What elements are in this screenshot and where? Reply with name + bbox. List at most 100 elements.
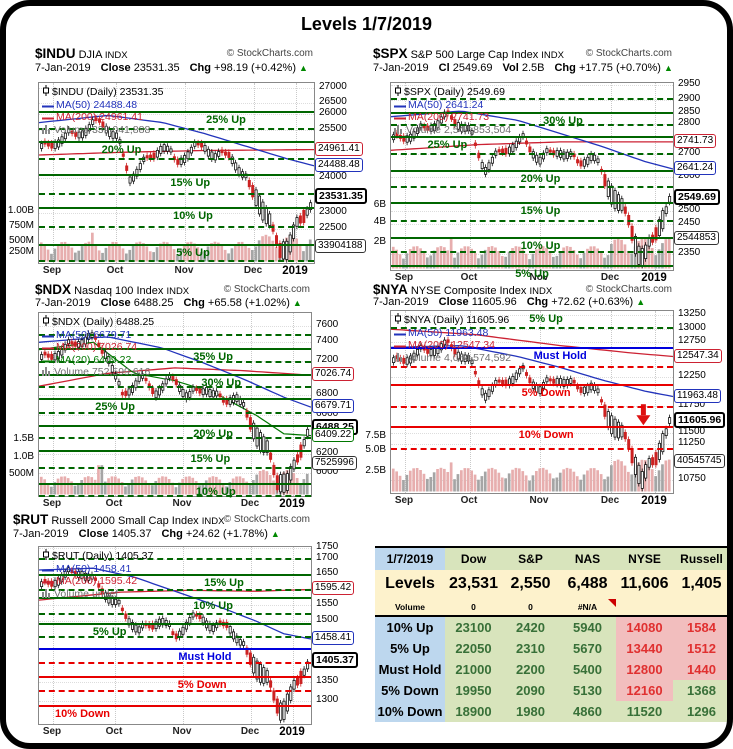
stat-value: 6488.25 bbox=[133, 297, 174, 309]
horizontal-gridline bbox=[391, 315, 673, 316]
x-axis-month: Dec bbox=[243, 265, 263, 276]
y-axis-tick: 1500 bbox=[316, 614, 339, 625]
y-axis-tick: 1650 bbox=[316, 567, 339, 578]
y-axis-tick: 1300 bbox=[316, 694, 339, 705]
volume-axis-tick: 500M bbox=[8, 468, 34, 479]
level-label: 30% Up bbox=[201, 377, 242, 389]
level-value: 2310 bbox=[502, 638, 559, 659]
legend-entry: Volume undef bbox=[42, 588, 153, 601]
level-label: 20% Up bbox=[520, 173, 561, 185]
stat-label: Close bbox=[78, 528, 109, 540]
vertical-gridline bbox=[185, 83, 186, 263]
price-callout: 1458.41 bbox=[312, 631, 355, 645]
x-axis-month: Dec bbox=[600, 272, 620, 283]
level-line bbox=[391, 406, 673, 408]
stockcharts-credit: © StockCharts.com bbox=[223, 284, 310, 295]
level-line bbox=[39, 348, 311, 350]
chart-indu: $INDU DJIA INDX © StockCharts.com 7-Jan-20… bbox=[5, 46, 367, 284]
y-axis-tick: 11750 bbox=[678, 399, 706, 410]
x-axis-month: Sep bbox=[42, 726, 62, 737]
level-line bbox=[39, 483, 311, 485]
horizontal-gridline bbox=[391, 224, 673, 225]
level-line bbox=[39, 226, 314, 228]
level-line bbox=[39, 558, 311, 560]
vertical-gridline bbox=[251, 547, 252, 724]
x-axis-month: Nov bbox=[172, 726, 192, 737]
y-axis-tick: 24000 bbox=[319, 171, 347, 182]
price-callout: 12547.34 bbox=[674, 349, 722, 363]
chart-name: Nasdaq 100 Index bbox=[74, 285, 164, 297]
stat-value: 2.5B bbox=[521, 62, 545, 74]
price-callout: 6679.71 bbox=[312, 399, 355, 413]
plot-area: 15% Up 10% Up 5% Up Must Hold 5% Down 10% Dow… bbox=[38, 546, 312, 725]
legend-entry: $NDX (Daily) 6488.25 bbox=[42, 315, 154, 329]
volume-value: 0 bbox=[445, 598, 502, 617]
table-header-row: 1/7/2019 Dow S&P NAS NYSE Russell bbox=[375, 546, 730, 570]
chart-quote-line: 7-Jan-2019 Close 23531.35 Chg +98.19 (+0.4… bbox=[35, 62, 308, 74]
chart-nya: $NYA NYSE Composite Index INDX © StockCha… bbox=[365, 282, 733, 512]
level-value: 19950 bbox=[445, 680, 502, 701]
level-label: 5% Up bbox=[529, 313, 563, 325]
level-value: 2420 bbox=[502, 616, 559, 638]
levels-value: 6,488 bbox=[559, 570, 616, 598]
excel-note-flag-icon bbox=[608, 599, 616, 607]
volume-axis-tick: 750M bbox=[8, 220, 34, 231]
vertical-gridline bbox=[296, 83, 297, 263]
horizontal-gridline bbox=[391, 444, 673, 445]
level-label: Must Hold bbox=[178, 651, 232, 663]
vertical-gridline bbox=[540, 83, 541, 270]
candlestick-icon bbox=[395, 313, 401, 324]
chart-name: NYSE Composite Index bbox=[410, 285, 527, 297]
level-line bbox=[39, 244, 314, 246]
volume-icon bbox=[42, 367, 50, 376]
level-label: 15% Up bbox=[204, 577, 244, 589]
price-callout: 40545745 bbox=[674, 454, 725, 468]
level-line bbox=[391, 366, 673, 368]
chart-header: $INDU DJIA INDX © StockCharts.com bbox=[35, 46, 313, 61]
stat-label: Chg bbox=[526, 296, 549, 308]
chart-header: $NYA NYSE Composite Index INDX © StockCha… bbox=[373, 282, 672, 297]
legend-entry: MA(20) 6409.22 bbox=[42, 354, 154, 367]
horizontal-gridline bbox=[391, 433, 673, 434]
level-line bbox=[39, 437, 311, 439]
ma-line-icon bbox=[42, 569, 54, 571]
x-axis-month: Sep bbox=[394, 272, 414, 283]
volume-value bbox=[616, 598, 673, 617]
candlestick-icon bbox=[43, 315, 49, 326]
chart-quote-line: 7-Jan-2019 Close 1405.37 Chg +24.62 (+1.78… bbox=[13, 528, 280, 540]
row-label: 5% Up bbox=[375, 638, 445, 659]
level-line bbox=[39, 425, 311, 427]
plot-area: 30% Up 25% Up 20% Up 15% Up 10% Up 5% Up $SPX … bbox=[390, 82, 674, 280]
vertical-gridline bbox=[611, 83, 612, 270]
level-line bbox=[39, 648, 311, 650]
y-axis-tick: 1350 bbox=[316, 675, 339, 686]
price-volume-canvas bbox=[39, 329, 311, 496]
chart-header: $NDX Nasdaq 100 Index INDX © StockCharts.… bbox=[35, 282, 310, 297]
vertical-gridline bbox=[293, 313, 294, 496]
chart-symbol: $NDX bbox=[35, 282, 72, 297]
level-label: 5% Up bbox=[92, 626, 127, 638]
y-axis-tick: 27000 bbox=[319, 81, 347, 92]
y-axis-tick: 2900 bbox=[678, 93, 701, 104]
price-callout: 11605.96 bbox=[674, 412, 726, 428]
level-line bbox=[39, 467, 311, 469]
volume-value bbox=[673, 598, 730, 617]
x-axis-month: Sep bbox=[42, 498, 62, 509]
x-axis-month: Oct bbox=[106, 265, 124, 276]
ma-line-icon bbox=[42, 347, 54, 350]
level-value: 21000 bbox=[445, 659, 502, 680]
stat-label: Chg bbox=[183, 297, 205, 309]
stat-label: Close bbox=[438, 296, 469, 308]
level-line bbox=[39, 174, 314, 176]
price-callout: 1595.42 bbox=[312, 581, 355, 595]
vertical-gridline bbox=[655, 83, 656, 270]
stat-label: Cl bbox=[438, 62, 450, 74]
legend-entry: Volume 4,054,574,592 bbox=[394, 352, 511, 365]
level-value: 1368 bbox=[673, 680, 730, 701]
chart-date: 7-Jan-2019 bbox=[373, 296, 429, 308]
red-down-arrow-annotation bbox=[636, 404, 651, 426]
level-line bbox=[39, 636, 311, 638]
level-line bbox=[39, 705, 311, 707]
vertical-gridline bbox=[254, 83, 255, 263]
legend-entry: $NYA (Daily) 11605.96 bbox=[394, 313, 511, 327]
